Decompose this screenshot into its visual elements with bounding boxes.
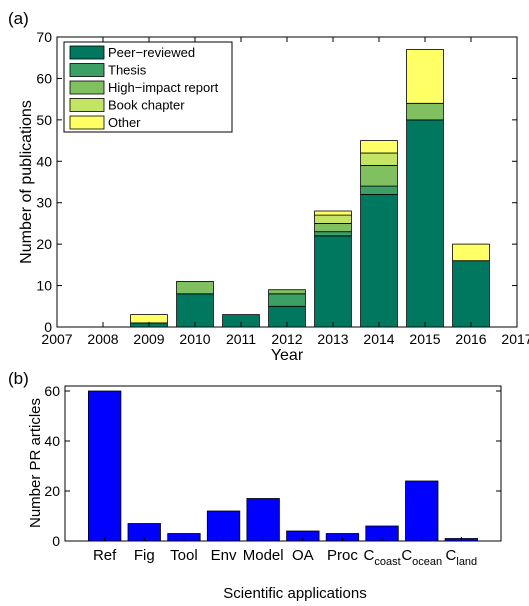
bar-segment-2012-series-1 [268,293,306,307]
y-tick-label: 10 [36,278,52,294]
x-tick-label-main: Fig [134,547,155,564]
bar-segment-2015-series-2 [406,102,444,121]
bar-segment-2015-series-0 [406,119,444,328]
chart-a-xlabel: Year [271,347,304,364]
x-tick-label: OA [292,547,314,564]
legend-swatch-4 [69,115,105,130]
legend-label-1: Thesis [108,63,147,78]
y-tick-label: 0 [44,319,52,335]
chart-b-ylabel: Number PR articles [27,398,44,528]
bar-segment-2015-series-4 [406,49,444,104]
x-tick-label-main: Ref [93,547,117,564]
x-tick-label: 2014 [363,331,394,347]
chart-a-y-ticks: 0 10 20 30 40 50 60 70 [36,29,517,335]
bar-model [246,498,280,542]
bar-segment-2010-series-0 [176,293,214,328]
y-tick-label: 20 [36,236,52,252]
chart-b-y-ticks: 0 20 40 60 [44,383,501,549]
y-tick-label: 40 [44,433,60,449]
y-tick-label: 60 [44,383,60,399]
y-tick-label: 70 [36,29,52,45]
x-tick-label: 2012 [271,331,302,347]
legend-swatch-0 [69,45,105,60]
bar-segment-2014-series-3 [360,152,398,166]
x-tick-label-main: C [401,547,412,564]
x-tick-label: Proc [327,547,358,564]
bar-segment-2009-series-4 [130,314,168,324]
y-tick-label: 60 [36,70,52,86]
x-tick-label-main: C [364,547,375,564]
bar-segment-2013-series-3 [314,214,352,224]
bar-segment-2013-series-0 [314,235,352,328]
x-tick-label-main: OA [292,547,314,564]
x-tick-label: 2016 [455,331,486,347]
bar-segment-2013-series-2 [314,222,352,233]
x-tick-label-sub: coast [374,556,400,568]
bar-env [206,510,241,542]
bar-segment-2010-series-2 [176,280,214,295]
chart-b-bars [88,390,479,542]
bar-ref [88,390,122,542]
x-tick-label: 2007 [41,331,72,347]
x-tick-label-main: Model [243,547,284,564]
chart-a-legend: Peer−reviewed Thesis High−impact report Boo… [63,41,233,133]
legend-swatch-3 [69,98,105,112]
x-tick-label: Ref [93,547,117,564]
x-tick-label: Model [243,547,284,564]
y-tick-label: 0 [52,533,60,549]
x-tick-label: 2017 [501,331,529,347]
bar-segment-2014-series-2 [360,164,398,187]
chart-a-x-ticks: 2007 2008 2009 2010 2011 2012 2013 2014 2015 2016… [41,37,529,347]
bar-segment-2013-series-4 [314,210,352,216]
x-tick-label-main: Env [211,547,237,564]
chart-b-xlabel: Scientific applications [223,585,366,602]
x-tick-label: Cland [446,547,478,568]
bar-c-ocean [405,480,439,542]
x-tick-label: 2013 [317,331,348,347]
legend-label-4: Other [108,115,141,130]
x-tick-label-main: C [446,547,457,564]
legend-swatch-2 [69,80,105,95]
y-tick-label: 20 [44,483,60,499]
x-tick-label: Cocean [401,547,442,568]
legend-label-2: High−impact report [108,80,219,95]
bar-segment-2016-series-4 [452,243,490,262]
legend-swatch-1 [69,63,105,77]
x-tick-label-sub: ocean [412,556,442,568]
chart-a: 0 10 20 30 40 50 60 70 2007 2008 2009 2010 2011 2012… [18,29,529,364]
x-tick-label: 2009 [133,331,164,347]
x-tick-label: 2015 [409,331,440,347]
chart-a-ylabel: Number of publications [18,100,35,264]
bar-segment-2016-series-0 [452,260,490,328]
x-tick-label-main: Tool [170,547,198,564]
panel-b-label: (b) [8,369,29,388]
bar-segment-2014-series-1 [360,185,398,195]
x-tick-label: 2008 [87,331,118,347]
y-tick-label: 50 [36,112,52,128]
bar-segment-2013-series-1 [314,231,352,237]
x-tick-label: Fig [134,547,155,564]
x-tick-label: Env [211,547,237,564]
x-tick-label: Ccoast [364,547,401,568]
chart-a-bars [130,49,490,328]
x-tick-label: 2010 [179,331,210,347]
bar-segment-2014-series-0 [360,193,398,328]
x-tick-label-sub: land [456,556,477,568]
legend-label-0: Peer−reviewed [108,45,195,60]
x-tick-label-main: Proc [327,547,358,564]
legend-label-3: Book chapter [108,98,185,113]
y-tick-label: 40 [36,153,52,169]
y-tick-label: 30 [36,195,52,211]
panel-a-label: (a) [8,9,29,28]
bar-segment-2012-series-2 [268,289,306,295]
x-tick-label: 2011 [226,331,256,347]
chart-b-x-ticks: Ref Fig Tool Env Model OA Proc Ccoast Cocean Clan… [93,537,477,568]
bar-segment-2014-series-4 [360,140,398,154]
x-tick-label: Tool [170,547,198,564]
